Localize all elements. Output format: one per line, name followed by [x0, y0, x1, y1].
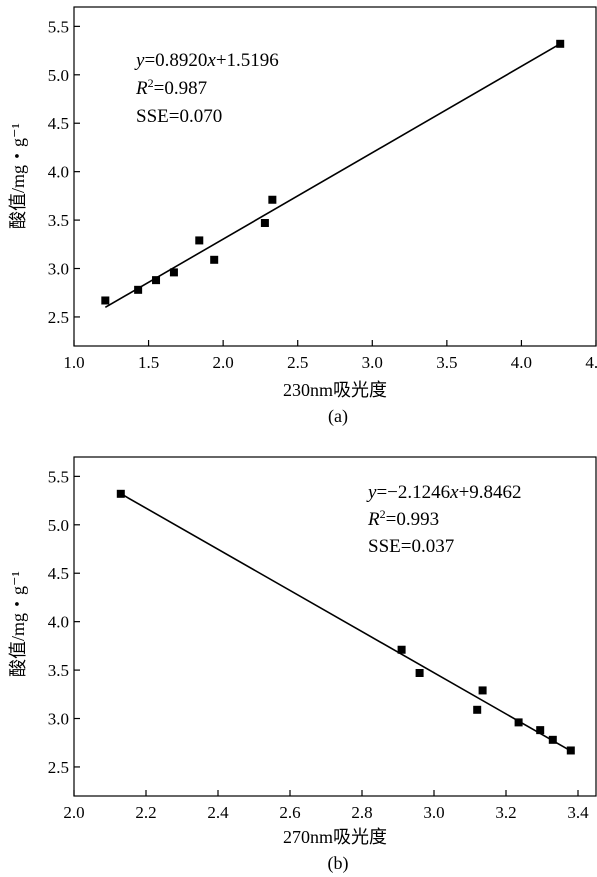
x-tick-label-b-0: 2.0 — [63, 803, 84, 822]
x-axis-ticks-a: 1.0 1.5 2.0 2.5 3.0 3.5 4.0 4.5 — [63, 340, 597, 372]
x-tick-label-a-0: 1.0 — [63, 353, 84, 372]
y-axis-title-b: 酸值/mg・g⁻¹ — [8, 571, 28, 677]
x-tick-label-a-2: 2.0 — [213, 353, 234, 372]
data-point-a-2 — [152, 276, 161, 285]
data-point-b-8 — [566, 746, 575, 755]
data-point-a-1 — [134, 285, 143, 294]
data-point-a-0 — [101, 296, 110, 305]
data-point-b-3 — [473, 705, 482, 714]
x-tick-label-b-6: 3.2 — [495, 803, 516, 822]
data-points-b — [116, 489, 575, 755]
x-tick-label-b-4: 2.8 — [351, 803, 372, 822]
y-tick-label-b-0: 2.5 — [48, 758, 69, 777]
data-point-b-5 — [514, 718, 523, 727]
y-tick-label-a-1: 3.0 — [48, 260, 69, 279]
data-point-a-4 — [195, 236, 204, 245]
r-squared-a: R2=0.987 — [135, 76, 207, 99]
x-tick-label-b-7: 3.4 — [567, 803, 589, 822]
y-axis-title-a: 酸值/mg・g⁻¹ — [8, 123, 28, 229]
x-tick-label-a-7: 4.5 — [585, 353, 597, 372]
fit-line-a — [104, 43, 561, 309]
data-point-b-2 — [415, 668, 424, 677]
x-tick-label-a-4: 3.0 — [362, 353, 383, 372]
fit-line-b — [120, 493, 572, 752]
y-tick-label-b-1: 3.0 — [48, 710, 69, 729]
x-tick-label-a-5: 3.5 — [436, 353, 457, 372]
y-tick-label-a-2: 3.5 — [48, 211, 69, 230]
x-tick-label-a-6: 4.0 — [511, 353, 532, 372]
data-point-a-3 — [169, 268, 178, 277]
sse-b: SSE=0.037 — [368, 536, 454, 557]
x-tick-label-b-5: 3.0 — [423, 803, 444, 822]
y-tick-label-b-5: 5.0 — [48, 516, 69, 535]
data-point-a-7 — [268, 195, 277, 204]
data-point-a-6 — [260, 218, 269, 227]
x-tick-label-a-3: 2.5 — [287, 353, 308, 372]
plot-frame-a — [73, 6, 597, 347]
y-tick-label-a-3: 4.0 — [48, 163, 69, 182]
y-tick-label-b-6: 5.5 — [48, 467, 69, 486]
data-points-a — [101, 39, 565, 305]
y-tick-label-a-6: 5.5 — [48, 17, 69, 36]
data-point-b-1 — [397, 645, 406, 654]
x-axis-ticks-b: 2.0 2.2 2.4 2.6 2.8 3.0 3.2 3.4 — [63, 790, 589, 822]
plot-frame-b — [73, 456, 597, 797]
panel-a: 2.5 3.0 3.5 4.0 4.5 5.0 5.5 1.0 1.5 2.0 2.5 3.0 3.5… — [8, 6, 597, 427]
panel-label-a: (a) — [328, 406, 348, 427]
r-squared-b: R2=0.993 — [367, 507, 439, 530]
panel-b: 2.5 3.0 3.5 4.0 4.5 5.0 5.5 2.0 2.2 2.4 2.6 2.8 3.0… — [8, 456, 597, 874]
y-axis-ticks-b: 2.5 3.0 3.5 4.0 4.5 5.0 5.5 — [48, 467, 80, 777]
data-point-b-6 — [536, 726, 545, 735]
y-tick-label-b-2: 3.5 — [48, 661, 69, 680]
x-tick-label-a-1: 1.5 — [138, 353, 159, 372]
sse-a: SSE=0.070 — [136, 106, 222, 127]
y-tick-label-b-3: 4.0 — [48, 613, 69, 632]
equation-a: y=0.8920x+1.5196 — [134, 50, 279, 71]
y-tick-label-b-4: 4.5 — [48, 564, 69, 583]
data-point-a-8 — [556, 39, 565, 48]
panel-label-b: (b) — [328, 853, 349, 874]
data-point-a-5 — [210, 255, 219, 264]
x-tick-label-b-1: 2.2 — [135, 803, 156, 822]
data-point-b-7 — [548, 735, 557, 744]
y-tick-label-a-0: 2.5 — [48, 308, 69, 327]
y-tick-label-a-5: 5.0 — [48, 66, 69, 85]
x-tick-label-b-2: 2.4 — [207, 803, 229, 822]
equation-b: y=−2.1246x+9.8462 — [366, 482, 522, 503]
data-point-b-0 — [116, 489, 125, 498]
y-axis-ticks-a: 2.5 3.0 3.5 4.0 4.5 5.0 5.5 — [48, 17, 80, 327]
x-axis-title-b: 270nm吸光度 — [283, 827, 387, 847]
x-tick-label-b-3: 2.6 — [279, 803, 300, 822]
x-axis-title-a: 230nm吸光度 — [283, 380, 387, 400]
data-point-b-4 — [478, 686, 487, 695]
y-tick-label-a-4: 4.5 — [48, 114, 69, 133]
